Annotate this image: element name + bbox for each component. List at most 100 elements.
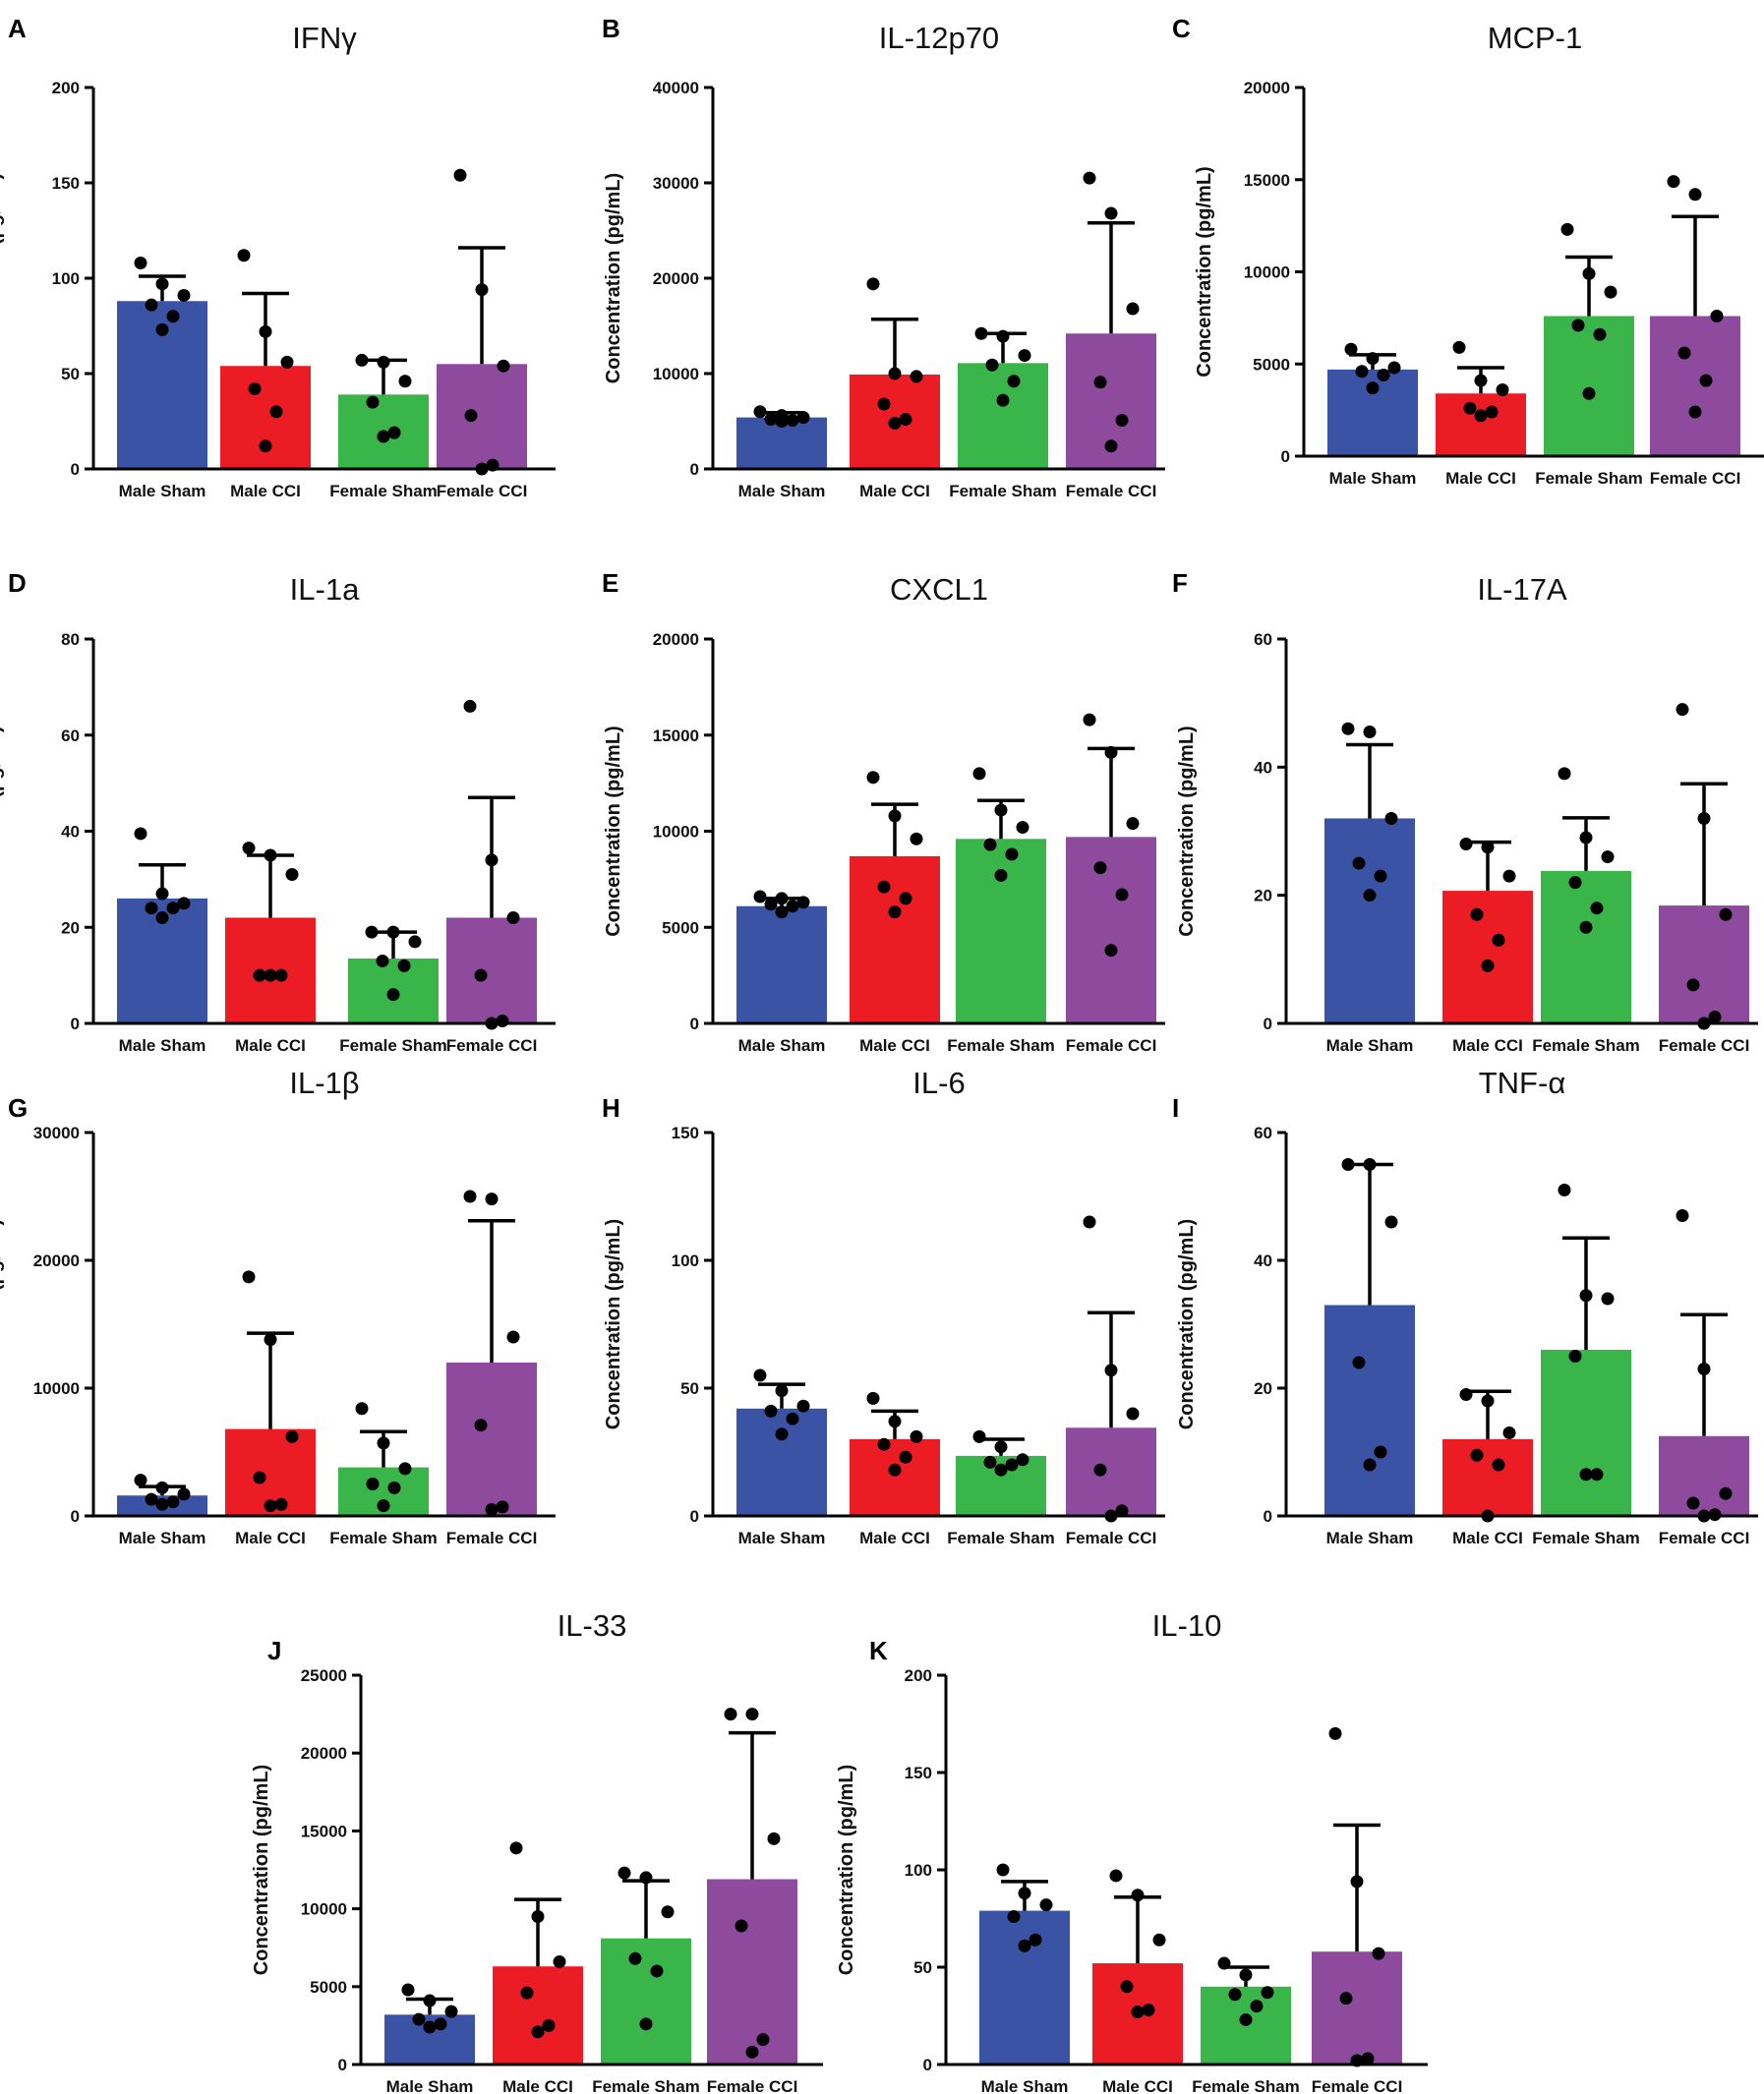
data-point — [264, 1499, 277, 1513]
data-point — [166, 1495, 180, 1509]
data-point — [1568, 876, 1582, 890]
y-tick-label: 10000 — [301, 1900, 347, 1919]
data-point — [264, 1333, 277, 1347]
data-point — [1558, 1184, 1571, 1196]
y-tick-label: 5000 — [1253, 355, 1290, 374]
panel-letter: C — [1172, 14, 1191, 43]
data-point — [1239, 1968, 1253, 1982]
data-point — [166, 902, 180, 915]
data-point — [1601, 1292, 1615, 1306]
x-tick-label: Male Sham — [1326, 1529, 1414, 1547]
data-point — [1710, 310, 1724, 322]
data-point — [1115, 888, 1129, 902]
data-point — [745, 1708, 759, 1721]
data-point — [1352, 1356, 1366, 1369]
data-point — [509, 1841, 523, 1855]
y-tick-label: 20000 — [653, 630, 699, 649]
data-point — [264, 968, 277, 982]
data-point — [1007, 1910, 1021, 1924]
data-point — [756, 2033, 770, 2047]
chart-title: IL-1a — [290, 572, 360, 607]
y-tick-label: 0 — [923, 2056, 932, 2074]
bar-female-cci — [1659, 1435, 1749, 1516]
panel-letter: D — [8, 568, 27, 598]
y-tick-label: 10000 — [653, 365, 699, 383]
x-tick-label: Female CCI — [707, 2077, 798, 2094]
x-tick-label: Female CCI — [1659, 1036, 1750, 1055]
chart-panel-J: J IL-33 Concentration (pg/mL) Male Sham Male… — [251, 1608, 823, 2094]
data-point — [377, 355, 390, 369]
bar-male-cci — [850, 1439, 940, 1516]
y-axis-label: Concentration (pg/mL) — [836, 1765, 857, 1975]
data-point — [1579, 1289, 1593, 1303]
x-tick-label: Female Sham — [1192, 2077, 1300, 2094]
bar-female-sham — [1541, 870, 1631, 1023]
data-point — [248, 382, 262, 396]
data-point — [888, 416, 902, 430]
data-point — [1568, 1350, 1582, 1363]
data-point — [155, 322, 169, 336]
data-point — [366, 1478, 380, 1490]
y-tick-label: 40000 — [653, 79, 699, 97]
data-point — [264, 848, 277, 862]
data-point — [983, 838, 997, 851]
data-point — [453, 168, 467, 182]
data-point — [1719, 907, 1733, 921]
data-point — [1470, 907, 1484, 921]
y-tick-label: 20000 — [301, 1744, 347, 1763]
data-point — [1104, 206, 1118, 220]
x-tick-label: Female Sham — [1532, 1036, 1640, 1055]
data-point — [155, 887, 169, 901]
data-point — [866, 1391, 880, 1405]
bar-female-cci — [446, 1363, 537, 1516]
chart-title: IL-1β — [289, 1066, 359, 1100]
bar-male-cci — [493, 1966, 583, 2065]
data-point — [899, 892, 912, 905]
y-axis-label: Concentration (pg/mL) — [0, 1219, 5, 1429]
y-tick-label: 20000 — [653, 269, 699, 288]
data-point — [1677, 346, 1691, 360]
data-point — [1109, 1869, 1123, 1883]
data-point — [796, 411, 810, 425]
y-tick-label: 0 — [71, 460, 80, 479]
data-point — [1492, 1458, 1505, 1472]
data-point — [888, 809, 902, 823]
data-point — [910, 370, 923, 383]
data-point — [145, 1492, 158, 1506]
data-point — [1328, 1726, 1342, 1740]
chart-panel-F: F IL-17A Concentration (pg/mL) Male Sham Mal… — [1172, 568, 1758, 1055]
data-point — [1093, 1463, 1107, 1477]
x-tick-label: Female Sham — [1532, 1529, 1640, 1547]
data-point — [877, 880, 891, 894]
data-point — [474, 968, 488, 982]
data-point — [1339, 1992, 1353, 2006]
data-point — [1363, 1458, 1377, 1472]
data-point — [972, 1429, 986, 1443]
data-point — [1719, 1486, 1733, 1500]
data-point — [1502, 869, 1516, 883]
data-point — [134, 827, 147, 841]
data-point — [377, 1499, 390, 1513]
data-point — [1018, 1887, 1031, 1900]
y-tick-label: 100 — [52, 269, 80, 288]
data-point — [387, 1481, 401, 1494]
data-point — [1083, 1215, 1096, 1229]
y-tick-label: 25000 — [301, 1666, 347, 1685]
panel-letter: I — [1172, 1093, 1179, 1123]
data-point — [274, 968, 288, 982]
data-point — [412, 2012, 426, 2026]
data-point — [866, 277, 880, 291]
y-tick-label: 0 — [338, 2056, 347, 2074]
data-point — [134, 256, 147, 269]
bar-female-cci — [1066, 837, 1156, 1023]
data-point — [444, 2005, 458, 2018]
bar-female-cci — [1312, 1951, 1402, 2065]
y-tick-label: 15000 — [653, 727, 699, 745]
data-point — [1377, 369, 1390, 381]
y-tick-label: 20 — [1254, 887, 1272, 905]
data-point — [1474, 409, 1488, 423]
data-point — [237, 249, 251, 262]
y-axis-label: Concentration (pg/mL) — [1194, 166, 1215, 377]
chart-title: CXCL1 — [890, 572, 988, 607]
